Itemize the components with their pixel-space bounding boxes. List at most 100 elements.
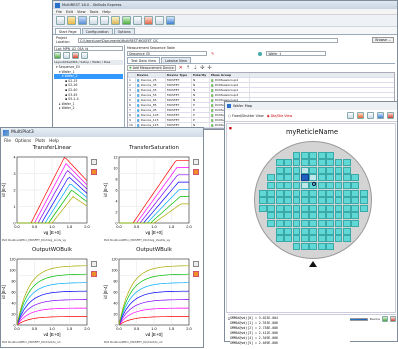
wafer-die[interactable] [334, 197, 343, 205]
wafer-die[interactable] [317, 151, 326, 159]
wafer-die[interactable] [301, 189, 309, 197]
marker-icon[interactable] [357, 112, 364, 119]
radio-fixed-view[interactable]: ○ Fixed/Shutter View [228, 113, 264, 118]
wafer-die[interactable] [309, 227, 318, 235]
wafer-die[interactable] [292, 235, 301, 243]
expand-icon[interactable]: ✣ [200, 65, 205, 71]
wafer-die[interactable] [284, 182, 292, 189]
copy-icon[interactable] [100, 16, 109, 25]
wafer-die[interactable] [284, 159, 292, 167]
wafer-die[interactable] [343, 227, 351, 235]
wafer-die[interactable] [351, 197, 360, 205]
wafer-die[interactable] [284, 204, 292, 212]
wafer-die[interactable] [343, 204, 351, 212]
open-icon[interactable] [67, 16, 76, 25]
wafer-die[interactable] [284, 212, 292, 220]
wafer-die[interactable] [292, 182, 301, 189]
wafer-die[interactable] [317, 212, 326, 220]
plot-marker-icon[interactable] [193, 271, 199, 277]
wafer-die[interactable] [259, 204, 267, 212]
wafer-die[interactable] [275, 197, 284, 205]
wafer-die[interactable] [343, 197, 351, 205]
new-icon[interactable] [56, 16, 65, 25]
wafer-die[interactable] [343, 189, 351, 197]
wafer-die[interactable] [309, 197, 318, 205]
wafer-die[interactable] [343, 212, 351, 220]
wafer-die[interactable] [343, 235, 351, 243]
legend-close-icon[interactable] [390, 316, 396, 322]
wafer-die[interactable] [284, 197, 292, 205]
wafer-die[interactable] [326, 189, 334, 197]
wafer-die[interactable] [309, 204, 318, 212]
wafer-die[interactable] [359, 197, 368, 205]
delete-row-icon[interactable]: ✕ [178, 65, 183, 71]
wafer-die[interactable] [351, 189, 360, 197]
export-icon[interactable] [377, 112, 384, 119]
wafer-die[interactable] [292, 227, 301, 235]
wafer-die[interactable] [317, 174, 326, 182]
wafer-die[interactable] [343, 159, 351, 167]
wafer-die[interactable] [275, 174, 284, 182]
wafer-die[interactable] [275, 204, 284, 212]
plot-svg[interactable]: 0.0 0.5 1.0 1.5 2.0 0 2 4 6 8 10 12 vg [E+0] id [E-4] [103, 151, 205, 247]
wafer-die[interactable] [326, 174, 334, 182]
wafer-die[interactable] [292, 189, 301, 197]
wafer-die[interactable] [334, 212, 343, 220]
wafer-die[interactable] [284, 220, 292, 227]
wafer-die[interactable] [326, 159, 334, 167]
wafer-die[interactable] [301, 159, 309, 167]
wafer-die[interactable] [292, 242, 301, 250]
wafer-die[interactable] [301, 204, 309, 212]
table-row[interactable]: 4 Device_55 MOSFET N DCMeasGroup3 [128, 93, 394, 98]
close-wafer-icon[interactable] [387, 112, 394, 119]
wafer-die[interactable] [334, 227, 343, 235]
browse-button[interactable]: Browse ... [372, 37, 394, 43]
table-row[interactable]: 1 Device_25 MOSFET N DCMeasGroup1 [128, 78, 394, 83]
wafer-die[interactable] [267, 212, 276, 220]
wafer-die[interactable] [326, 166, 334, 174]
table-row[interactable]: 3 Device_45 MOSFET N DCMeasGroup1 [128, 88, 394, 93]
help-icon[interactable] [166, 16, 175, 25]
wafer-die[interactable] [267, 182, 276, 189]
wafer-field[interactable]: Wafer_1 [266, 51, 327, 56]
wafer-die[interactable] [267, 189, 276, 197]
wafer-die[interactable] [334, 159, 343, 167]
wafer-die[interactable] [326, 197, 334, 205]
wafer-die[interactable] [351, 220, 360, 227]
wafer-die[interactable] [301, 220, 309, 227]
tree-item[interactable]: ▸ Wafer_1 [59, 101, 75, 106]
wafer-die[interactable] [317, 227, 326, 235]
mp-menu-plots[interactable]: Plots [35, 138, 46, 143]
wafer-die[interactable] [275, 166, 284, 174]
menu-tools[interactable]: Tools [89, 9, 99, 14]
tree-refresh-icon[interactable] [81, 52, 88, 59]
wafer-die[interactable] [275, 189, 284, 197]
plot-option-icon[interactable] [193, 261, 199, 267]
plot-option-icon[interactable] [91, 261, 97, 267]
wafer-die[interactable] [326, 212, 334, 220]
wafer-die[interactable] [309, 174, 318, 182]
wafer-die[interactable] [317, 159, 326, 167]
wafer-die[interactable] [309, 242, 318, 250]
tab-options[interactable]: Options [113, 28, 135, 34]
tree-item[interactable]: ▸ Wafer_2 [59, 106, 75, 111]
wafer-die[interactable] [334, 182, 343, 189]
wafer-die[interactable] [343, 220, 351, 227]
tree-item[interactable]: ▪ 02-16 [65, 83, 78, 88]
wafer-die[interactable] [259, 189, 267, 197]
wafer-die[interactable] [334, 204, 343, 212]
cut-icon[interactable] [89, 16, 98, 25]
wafer-die[interactable] [275, 227, 284, 235]
wafer-die[interactable] [351, 212, 360, 220]
wafer-disc[interactable] [254, 141, 372, 259]
wafer-die[interactable] [292, 220, 301, 227]
wafer-die[interactable] [292, 197, 301, 205]
chart-icon[interactable] [144, 16, 153, 25]
menu-edit[interactable]: Edit [66, 9, 73, 14]
mp-menu-help[interactable]: Help [49, 138, 59, 143]
tab-test-data-view[interactable]: Test Data View [127, 57, 160, 63]
wafer-die[interactable] [292, 212, 301, 220]
legend-color-icon[interactable] [382, 316, 388, 322]
tree-item[interactable]: ▪ 03-45 [65, 92, 78, 97]
wafer-die[interactable] [301, 174, 309, 182]
